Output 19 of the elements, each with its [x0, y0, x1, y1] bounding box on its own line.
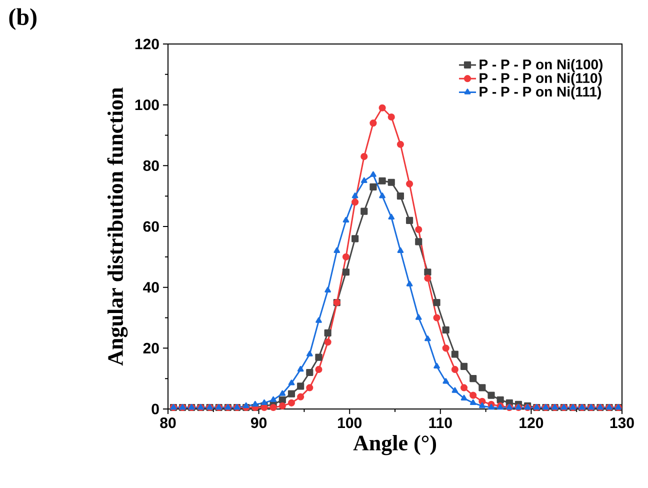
y-tick-label: 40	[143, 282, 159, 293]
x-tick-label: 110	[429, 418, 452, 428]
legend-label: P - P - P on Ni(100)	[480, 59, 603, 72]
y-tick-label: 20	[143, 342, 159, 354]
y-tick-label: 0	[152, 404, 159, 414]
x-tick-label: 90	[250, 418, 267, 428]
text: (b)	[9, 8, 36, 30]
x-axis-title: Angle (°)	[353, 435, 436, 456]
y-tick-label: 120	[135, 38, 159, 50]
legend-label: P - P - P on Ni(111)	[480, 86, 601, 100]
x-tick-label: 130	[610, 418, 634, 428]
y-tick-label: 80	[143, 160, 159, 171]
x-tick-label: 120	[520, 418, 544, 428]
y-tick-label: 60	[143, 221, 159, 232]
legend-label: P - P - P on Ni(110)	[480, 72, 602, 86]
x-tick-label: 80	[160, 418, 176, 428]
y-tick-label: 100	[135, 100, 159, 110]
y-axis-title: Angular distribution function	[107, 87, 128, 366]
x-tick-label: 100	[338, 418, 362, 428]
